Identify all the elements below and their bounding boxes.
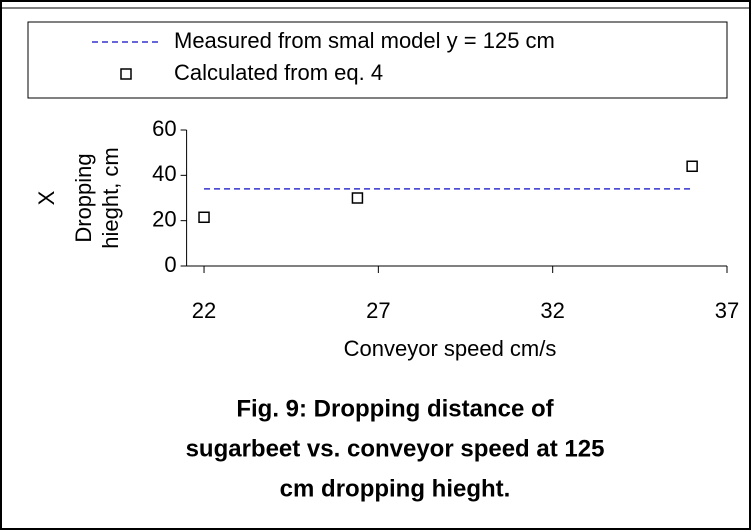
y-axis-label: X bbox=[34, 190, 59, 205]
x-axis-label: Conveyor speed cm/s bbox=[344, 336, 557, 361]
caption: sugarbeet vs. conveyor speed at 125 bbox=[186, 435, 605, 462]
x-tick-label: 37 bbox=[715, 298, 739, 323]
legend-box bbox=[27, 21, 728, 99]
y-tick-label: 0 bbox=[164, 252, 176, 277]
y-tick-label: 60 bbox=[152, 116, 176, 141]
y-tick-label: 20 bbox=[152, 206, 176, 231]
y-axis-label: Dropping bbox=[71, 153, 96, 242]
legend-label: Calculated from eq. 4 bbox=[174, 60, 383, 85]
legend-label: Measured from smal model y = 125 cm bbox=[174, 28, 555, 53]
x-tick-label: 22 bbox=[192, 298, 216, 323]
y-tick-label: 40 bbox=[152, 161, 176, 186]
x-tick-label: 32 bbox=[540, 298, 564, 323]
point bbox=[351, 192, 364, 204]
caption: Fig. 9: Dropping distance of bbox=[236, 395, 554, 422]
point bbox=[686, 160, 698, 173]
point bbox=[198, 211, 210, 224]
caption: cm dropping hieght. bbox=[280, 475, 511, 502]
legend-swatch bbox=[120, 68, 132, 80]
x-tick-label: 27 bbox=[366, 298, 390, 323]
y-axis-label: hieght, cm bbox=[98, 147, 123, 249]
